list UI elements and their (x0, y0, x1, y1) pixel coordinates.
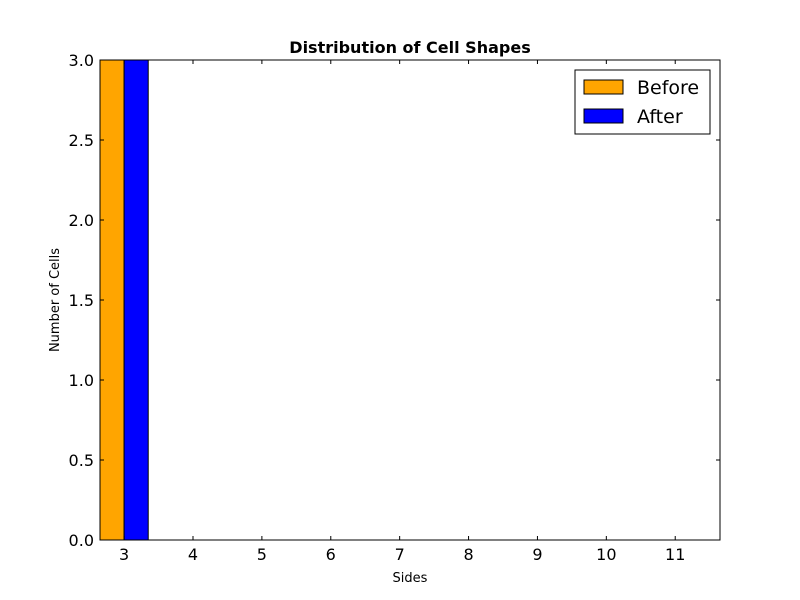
x-tick-label: 11 (665, 545, 685, 564)
chart-title: Distribution of Cell Shapes (289, 38, 530, 57)
x-tick-label: 5 (257, 545, 267, 564)
x-tick-label: 4 (188, 545, 198, 564)
y-tick-label: 3.0 (69, 51, 94, 70)
legend-swatch-before (583, 79, 624, 95)
x-tick-label: 3 (119, 545, 129, 564)
x-tick-label: 6 (326, 545, 336, 564)
bar-before-3 (99, 59, 125, 541)
legend-label-after: After (637, 106, 683, 128)
x-tick-label: 8 (463, 545, 473, 564)
bar-after-3 (123, 59, 149, 541)
y-tick-label: 0.5 (69, 451, 94, 470)
y-tick-label: 2.5 (69, 131, 94, 150)
bars-layer (99, 59, 149, 541)
y-tick-label: 0.0 (69, 531, 94, 550)
plot-frame (99, 59, 721, 541)
y-tick-label: 1.5 (69, 291, 94, 310)
x-tick-label: 9 (532, 545, 542, 564)
x-tick-label: 7 (395, 545, 405, 564)
legend-label-before: Before (637, 77, 699, 99)
legend-swatch-after (583, 108, 624, 124)
y-axis-label: Number of Cells (48, 248, 63, 352)
legend: Before After (574, 69, 711, 135)
x-tick-label: 10 (596, 545, 616, 564)
x-axis-label: Sides (393, 571, 428, 586)
ticks-layer: 3 4 5 6 7 8 9 10 11 0.0 0.5 1.0 1.5 2.0 2.5 3.0 (69, 51, 720, 564)
y-tick-label: 1.0 (69, 371, 94, 390)
y-tick-label: 2.0 (69, 211, 94, 230)
